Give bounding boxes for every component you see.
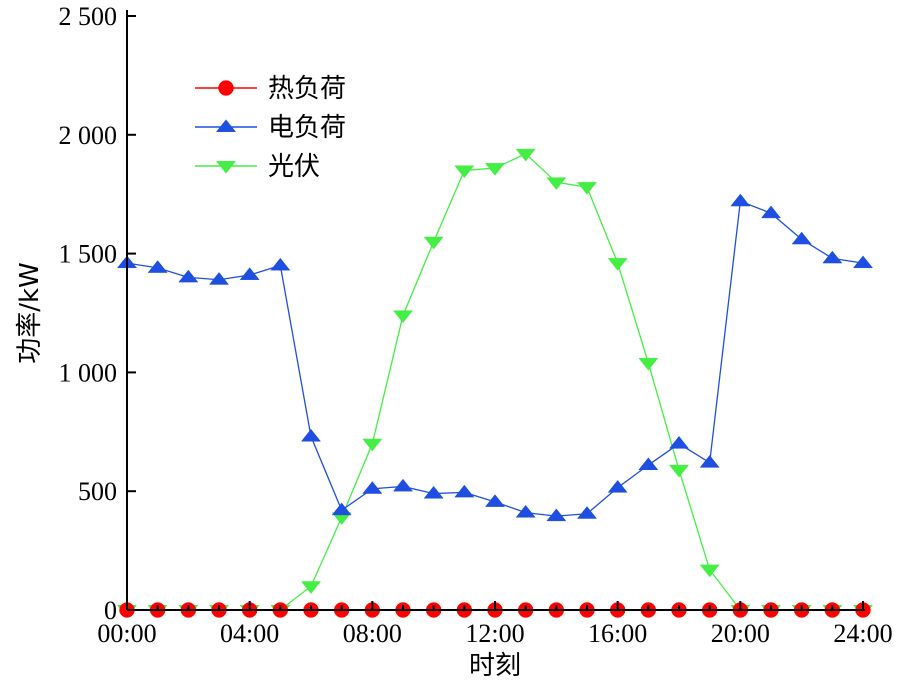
data-point bbox=[454, 165, 475, 179]
data-point bbox=[423, 485, 444, 499]
data-point bbox=[270, 257, 291, 271]
y-axis-title: 功率/kW bbox=[15, 262, 45, 364]
data-point bbox=[852, 255, 874, 269]
data-point bbox=[546, 177, 567, 190]
data-point bbox=[515, 148, 536, 162]
legend-marker bbox=[215, 161, 237, 174]
axes: 0 500 1 000 1 500 2 000 2 500 00:00 04:00 08:00 1… bbox=[15, 2, 893, 681]
data-point bbox=[484, 163, 506, 176]
data-point bbox=[362, 481, 383, 494]
y-tick-label: 1 500 bbox=[59, 240, 118, 269]
x-tick-label: 12:00 bbox=[465, 619, 524, 648]
data-point bbox=[576, 506, 598, 519]
data-point bbox=[668, 436, 690, 449]
legend-item: 热负荷 bbox=[195, 74, 346, 104]
data-point bbox=[699, 455, 720, 468]
series-line bbox=[126, 200, 864, 517]
y-tick-label: 2 500 bbox=[59, 2, 118, 31]
data-point bbox=[822, 250, 843, 264]
data-point bbox=[331, 502, 352, 516]
data-point bbox=[607, 258, 628, 271]
y-tick-label: 0 bbox=[104, 596, 117, 625]
series-2 bbox=[116, 148, 874, 618]
data-point bbox=[239, 267, 260, 280]
data-point bbox=[392, 478, 414, 492]
data-point bbox=[791, 231, 812, 245]
legend-label: 光伏 bbox=[268, 152, 320, 182]
data-point bbox=[607, 479, 628, 493]
data-point bbox=[515, 504, 536, 518]
y-tick-label: 2 000 bbox=[59, 121, 118, 150]
data-point bbox=[484, 494, 506, 507]
data-point bbox=[730, 193, 751, 207]
legend-item: 光伏 bbox=[195, 152, 320, 182]
data-point bbox=[208, 272, 230, 285]
data-point bbox=[423, 236, 444, 250]
legend-label: 电负荷 bbox=[268, 113, 346, 143]
x-tick-label: 24:00 bbox=[833, 619, 892, 648]
series-layer bbox=[116, 148, 874, 618]
data-point bbox=[638, 357, 659, 371]
legend-item: 电负荷 bbox=[195, 113, 346, 143]
legend-marker bbox=[215, 119, 237, 132]
series-1 bbox=[116, 193, 874, 522]
data-point bbox=[638, 457, 659, 471]
x-tick-label: 20:00 bbox=[711, 619, 770, 648]
series-line bbox=[127, 153, 863, 611]
x-axis-title: 时刻 bbox=[469, 651, 521, 681]
x-tick-label: 08:00 bbox=[343, 619, 402, 648]
data-point bbox=[576, 182, 598, 195]
legend-marker bbox=[218, 80, 234, 96]
data-point bbox=[760, 205, 782, 219]
data-point bbox=[147, 260, 168, 273]
data-point bbox=[392, 310, 414, 324]
data-point bbox=[300, 428, 322, 442]
y-tick-label: 500 bbox=[78, 477, 117, 506]
data-point bbox=[362, 438, 383, 452]
data-point bbox=[300, 581, 322, 594]
y-tick-label: 1 000 bbox=[59, 358, 118, 387]
x-tick-label: 16:00 bbox=[588, 619, 647, 648]
legend-label: 热负荷 bbox=[268, 74, 346, 104]
data-point bbox=[546, 508, 567, 522]
x-tick-label: 04:00 bbox=[220, 619, 279, 648]
data-point bbox=[668, 464, 690, 478]
data-point bbox=[178, 269, 199, 283]
data-point bbox=[699, 564, 720, 578]
data-point bbox=[454, 484, 475, 498]
x-tick-label: 00:00 bbox=[97, 619, 156, 648]
